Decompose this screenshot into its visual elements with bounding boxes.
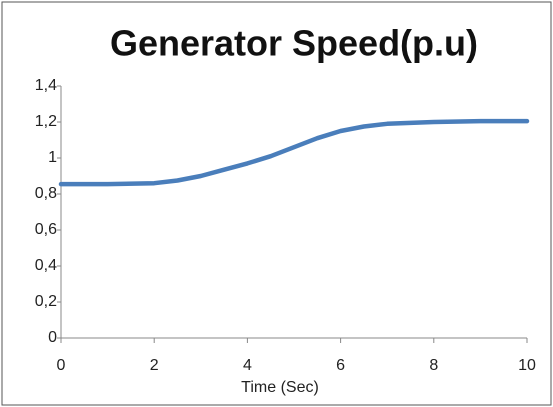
x-tick-label: 0 xyxy=(57,357,66,374)
chart-title: Generator Speed(p.u) xyxy=(110,23,478,64)
x-tick-label: 10 xyxy=(518,357,536,374)
y-tick-label: 0,2 xyxy=(35,293,57,310)
y-tick-label: 0,6 xyxy=(35,221,57,238)
x-axis-label: Time (Sec) xyxy=(241,379,319,396)
y-tick-label: 1,2 xyxy=(35,113,57,130)
y-tick-label: 1,4 xyxy=(35,77,57,94)
y-tick-label: 0 xyxy=(48,329,57,346)
data-line xyxy=(58,118,530,187)
x-tick-label: 6 xyxy=(336,357,345,374)
x-tick-label: 8 xyxy=(429,357,438,374)
y-tick-label: 1 xyxy=(48,149,57,166)
x-tick-label: 2 xyxy=(150,357,159,374)
y-tick-label: 0,4 xyxy=(35,257,57,274)
y-tick-label: 0,8 xyxy=(35,185,57,202)
x-tick-label: 4 xyxy=(243,357,252,374)
